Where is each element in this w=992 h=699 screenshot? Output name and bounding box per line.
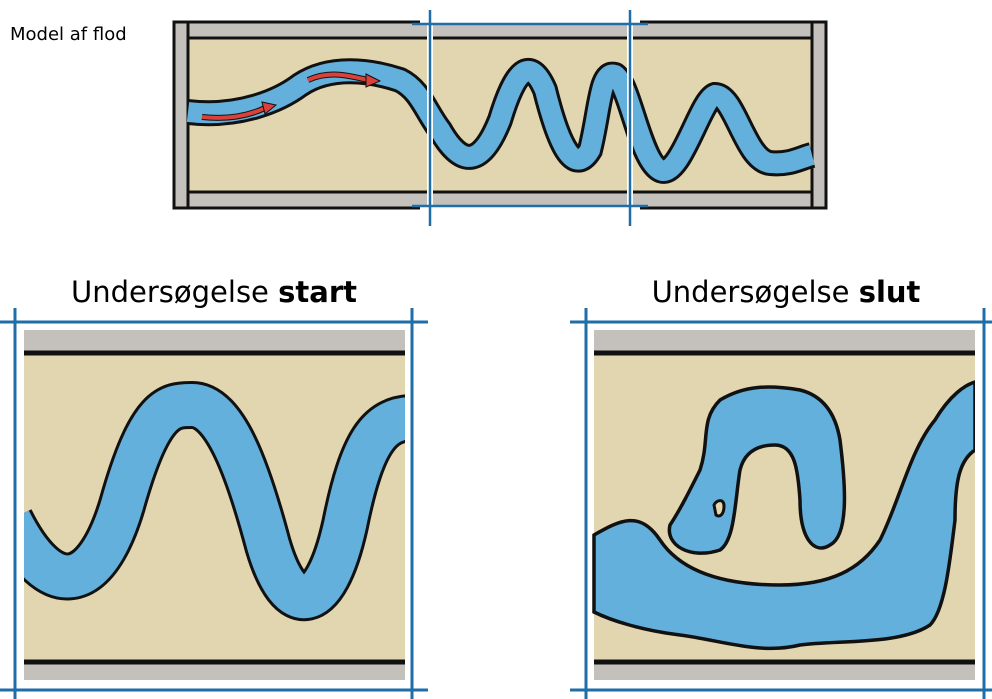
panel-title: Undersøgelse start [71,275,357,309]
model-label: Model af flod [10,24,127,45]
panel-slut [570,308,992,699]
panel-title: Undersøgelse slut [652,275,921,309]
title-emphasis: slut [859,275,921,309]
title-emphasis: start [278,275,357,309]
title-text: Undersøgelse [652,275,850,309]
title-text: Undersøgelse [71,275,269,309]
panel-start [0,308,435,699]
model [172,10,828,226]
